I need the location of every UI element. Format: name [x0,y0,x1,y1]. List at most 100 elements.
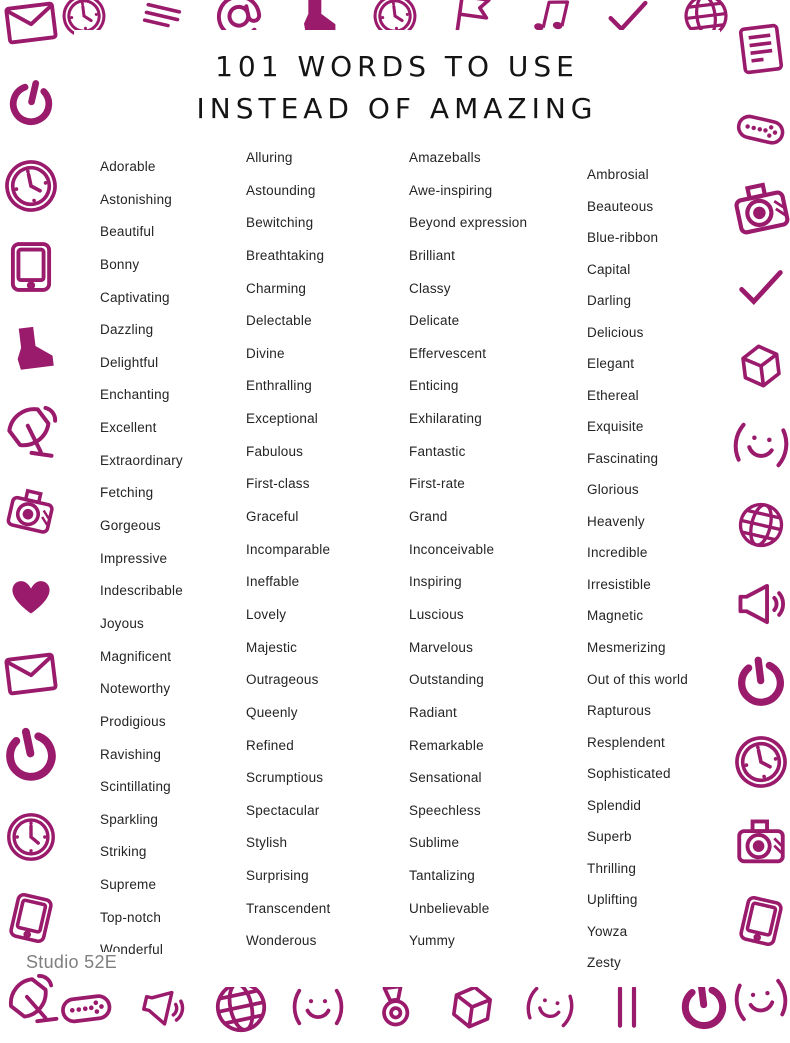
word-item: Sublime [409,835,460,851]
word-item: Breathtaking [246,247,325,263]
page-title-line1: 101 WORDS TO USE [215,50,579,83]
word-item: Unbelievable [409,900,490,916]
word-item: Queenly [246,704,298,720]
word-column-4: Ambrosial Beauteous Blue-ribbon Capital Darl… [587,150,720,987]
word-item: Mesmerizing [587,639,666,655]
clock-icon [724,725,790,799]
page-title: 101 WORDS TO USE INSTEAD OF AMAZING [74,46,720,130]
word-item: Classy [409,280,451,296]
doodle-border-right [718,20,790,1029]
word-item: Superb [587,829,632,845]
word-item: Marvelous [409,639,474,655]
word-item: Ineffable [246,574,300,590]
word-item: Beyond expression [409,215,528,231]
word-item: Supreme [100,877,157,893]
clock-icon [2,808,60,866]
word-item: Bewitching [246,215,314,231]
word-item: Dazzling [100,322,154,338]
word-item: Yummy [409,933,456,949]
word-item: Glorious [587,482,639,498]
word-item: Astounding [246,182,316,198]
satellite-icon [0,396,65,464]
word-item: Transcendent [246,900,331,916]
envelope-icon [0,642,63,707]
word-item: Alluring [246,150,293,165]
word-item: Delectable [246,313,312,329]
controller-icon [729,96,790,160]
word-item: Outstanding [409,672,484,688]
boot-icon [0,316,63,381]
bars-icon [599,979,655,1035]
smiley-icon [290,979,346,1035]
word-item: Adorable [100,159,156,174]
word-item: Uplifting [587,892,638,908]
doodle-border-left [2,0,74,1029]
word-item: Surprising [246,868,309,884]
word-item: Remarkable [409,737,484,753]
word-item: Zesty [587,955,622,971]
word-item: Heavenly [587,513,645,529]
word-item: First-class [246,476,310,492]
word-item: Delightful [100,354,159,370]
word-item: Exceptional [246,411,318,427]
word-columns: Adorable Astonishing Beautiful Bonny Captiva… [100,150,720,987]
word-item: Exquisite [587,419,644,435]
word-column-3: Amazeballs Awe-inspiring Beyond expression… [409,150,587,987]
tablet-icon [729,889,790,953]
word-item: Extraordinary [100,452,183,468]
word-item: Charming [246,280,307,296]
word-item: Luscious [409,606,464,622]
word-item: Resplendent [587,734,666,750]
word-column-2: Alluring Astounding Bewitching Breathtaking… [246,150,409,987]
word-item: Enticing [409,378,459,394]
word-item: Sophisticated [587,766,671,782]
word-column-1: Adorable Astonishing Beautiful Bonny Captiva… [100,150,246,987]
word-item: Thrilling [587,860,637,876]
word-item: Delicate [409,313,460,329]
word-item: First-rate [409,476,465,492]
word-item: Grand [409,509,448,525]
word-item: Tantalizing [409,868,475,884]
word-item: Yowza [587,923,628,939]
word-item: Darling [587,293,632,309]
word-item: Fantastic [409,443,466,459]
clock-icon [0,149,68,223]
power-icon [729,651,790,716]
word-item: Elegant [587,356,635,372]
word-item: Beautiful [100,224,155,240]
word-item: Spectacular [246,802,320,818]
word-item: Ethereal [587,387,639,403]
word-item: Majestic [246,639,298,655]
word-item: Effervescent [409,345,487,361]
word-item: Prodigious [100,713,166,729]
globe-icon [729,493,790,557]
word-item: Scintillating [100,779,171,795]
tablet-icon [0,886,63,950]
word-item: Incredible [587,545,648,561]
power-icon [0,719,68,793]
heart-icon [2,564,60,622]
word-item: Refined [246,737,294,753]
word-item: Brilliant [409,247,456,263]
word-item: Fascinating [587,450,659,466]
word-item: Radiant [409,704,457,720]
word-item: Incomparable [246,541,331,557]
page-title-line2: INSTEAD OF AMAZING [196,92,598,125]
word-item: Enthralling [246,378,312,394]
envelope-icon [0,0,63,55]
word-item: Scrumptious [246,770,324,786]
word-item: Sensational [409,770,482,786]
doodle-border-bottom [58,979,732,1035]
word-item: Beauteous [587,198,654,214]
word-item: Divine [246,345,285,361]
word-item: Fabulous [246,443,304,459]
monitor-icon [729,17,790,82]
word-item: Enchanting [100,387,170,403]
word-item: Stylish [246,835,288,851]
cube-icon [729,334,790,399]
camera-icon [724,170,790,244]
word-item: Ambrosial [587,167,649,182]
word-item: Noteworthy [100,681,171,697]
tablet-icon [2,238,60,296]
word-item: Amazeballs [409,150,481,165]
